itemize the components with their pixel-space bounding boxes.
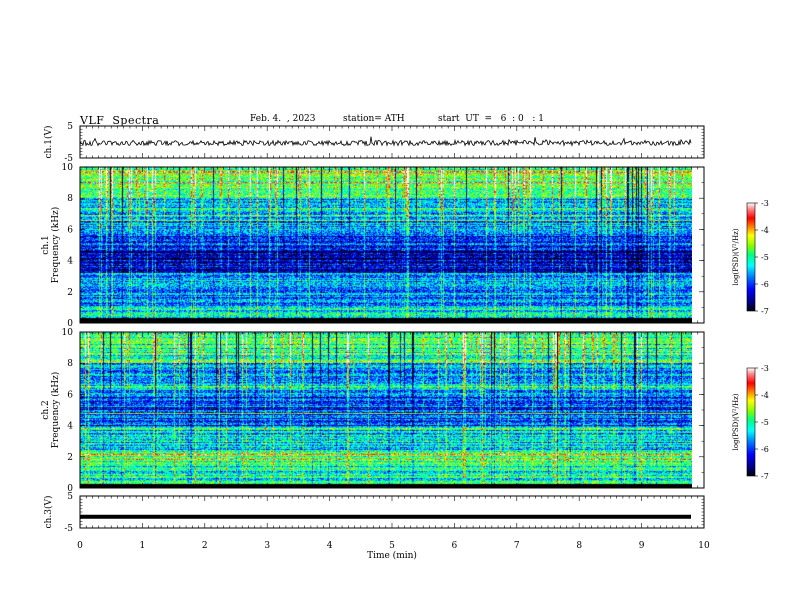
start-time-label: start UT = 6 : 0 : 1 <box>438 114 544 124</box>
x-tick-label: 6 <box>452 541 458 551</box>
colorbar-tick-label-1: -3 <box>761 199 769 208</box>
x-tick-label: 2 <box>202 541 208 551</box>
y-axis-label-1: ch.1(V) <box>43 126 54 159</box>
colorbar-2 <box>746 367 756 477</box>
y-tick-label-1: -5 <box>64 154 73 164</box>
y-tick-label-3: 2 <box>67 453 73 463</box>
y-tick-label-1: 5 <box>67 122 73 132</box>
colorbar-tick-label-1: -4 <box>761 226 769 235</box>
y-tick-label-3: 10 <box>62 328 74 338</box>
y-tick-label-3: 8 <box>67 359 73 369</box>
x-tick-label: 7 <box>514 541 520 551</box>
y-tick-label-2: 6 <box>67 225 73 235</box>
colorbar-tick-label-2: -5 <box>761 418 769 427</box>
y-axis-label-3: ch.2 <box>41 400 51 419</box>
y-tick-label-3: 6 <box>67 390 73 400</box>
y-tick-label-4: -5 <box>64 524 73 534</box>
x-tick-label: 10 <box>698 541 710 551</box>
colorbar-label-2: log(PSD)(V²/Hz) <box>732 393 740 450</box>
x-tick-label: 8 <box>576 541 582 551</box>
x-tick-label: 1 <box>140 541 146 551</box>
y-axis-label-4: ch.3(V) <box>43 496 54 529</box>
x-tick-label: 4 <box>327 541 333 551</box>
x-axis-label: Time (min) <box>367 550 417 561</box>
colorbar-tick-label-1: -7 <box>761 307 769 316</box>
colorbar-tick-label-2: -4 <box>761 391 769 400</box>
spectrogram-ch2 <box>80 332 692 488</box>
x-tick-label: 5 <box>389 541 395 551</box>
date-label: Feb. 4. , 2023 <box>250 114 316 124</box>
spectrogram-ch1 <box>80 167 692 323</box>
ch1-waveform-trace <box>79 136 692 147</box>
colorbar-label-1: log(PSD)(V²/Hz) <box>732 228 740 285</box>
y-tick-label-2: 10 <box>62 163 74 173</box>
x-tick-label: 9 <box>639 541 645 551</box>
y-axis-label-2: ch.1 <box>41 235 51 254</box>
y-axis-label-2: Frequency (kHz) <box>50 207 61 284</box>
y-tick-label-4: 5 <box>67 492 73 502</box>
colorbar-tick-label-2: -7 <box>761 472 769 481</box>
colorbar-1 <box>746 202 756 312</box>
y-tick-label-2: 0 <box>67 319 73 329</box>
colorbar-tick-label-1: -6 <box>761 280 769 289</box>
y-tick-label-2: 2 <box>67 288 73 298</box>
x-tick-label: 3 <box>264 541 270 551</box>
colorbar-tick-label-1: -5 <box>761 253 769 262</box>
y-axis-label-3: Frequency (kHz) <box>50 372 61 449</box>
y-tick-label-2: 8 <box>67 194 73 204</box>
station-label: station= ATH <box>343 114 405 124</box>
y-tick-label-3: 4 <box>67 422 73 432</box>
y-tick-label-2: 4 <box>67 257 73 267</box>
figure-title: VLF Spectra <box>80 114 160 127</box>
y-tick-label-3: 0 <box>67 484 73 494</box>
x-tick-label: 0 <box>77 541 83 551</box>
colorbar-tick-label-2: -3 <box>761 364 769 373</box>
colorbar-tick-label-2: -6 <box>761 445 769 454</box>
